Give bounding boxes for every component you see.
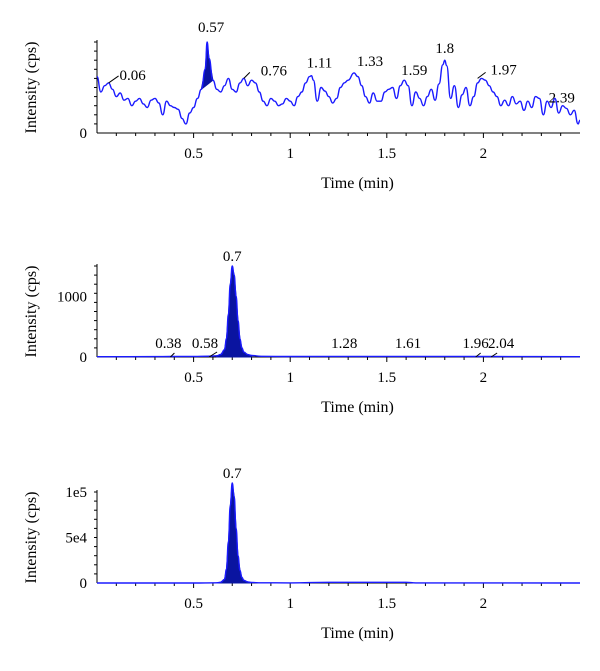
peak-label: 1.28: [331, 336, 357, 352]
x-tick-label: 1: [286, 370, 294, 386]
peak-leader-line: [170, 352, 175, 358]
chromatogram-panels: 0.5 1 1.5 2 0 Time (min) Intensity (cps) 0.06 0.…: [23, 20, 581, 642]
peak-label: 1.33: [357, 54, 383, 70]
x-tick-label: 2: [480, 596, 488, 612]
x-axis-title: Time (min): [321, 399, 394, 416]
peak-label: 2.04: [488, 336, 515, 352]
peak-label: 1.59: [401, 63, 427, 79]
x-tick-label: 1.5: [377, 596, 396, 612]
y-tick-label: 5e4: [65, 531, 87, 547]
peak-leader-line: [475, 352, 481, 358]
peak-label: 1.97: [490, 62, 517, 78]
y-axis-title: Intensity (cps): [23, 266, 40, 358]
peak-label: 0.57: [198, 20, 225, 36]
x-tick-label: 0.5: [184, 370, 203, 386]
y-tick-label: 1000: [57, 289, 87, 305]
peak-label: 1.61: [395, 336, 421, 352]
chart-panel-2: 0.5 1 1.5 2 0 1000 Time (min) Intensity (cps) 0.…: [23, 249, 581, 416]
peak-leader-line: [477, 72, 486, 79]
x-tick-label: 2: [480, 370, 488, 386]
chart-panel-1: 0.5 1 1.5 2 0 Time (min) Intensity (cps) 0.06 0.…: [23, 20, 581, 192]
y-tick-label: 1e5: [65, 485, 87, 501]
chromatogram-trace: [97, 482, 581, 584]
x-tick-label: 1: [286, 146, 294, 162]
y-tick-label: 0: [80, 126, 88, 142]
x-tick-label: 0.5: [184, 146, 203, 162]
peak-leader-line: [108, 75, 119, 84]
x-tick-label: 0.5: [184, 596, 203, 612]
x-tick-label: 1.5: [377, 146, 396, 162]
peak-leader-line: [208, 351, 218, 358]
chromatogram-trace: [96, 265, 581, 358]
x-tick-label: 1: [286, 596, 294, 612]
peak-label: 0.58: [192, 336, 218, 352]
peak-leader-line: [490, 352, 498, 358]
x-tick-label: 2: [480, 146, 488, 162]
peak-label: 1.96: [463, 336, 490, 352]
peak-leader-line: [243, 72, 251, 79]
y-axis-title: Intensity (cps): [23, 42, 40, 134]
x-axis-title: Time (min): [321, 175, 394, 192]
peak-label: 2.39: [549, 90, 575, 106]
peak-label: 1.8: [435, 41, 454, 57]
x-tick-label: 1.5: [377, 370, 396, 386]
peak-label: 1.11: [307, 56, 333, 72]
x-axis-title: Time (min): [321, 625, 394, 642]
peak-label: 0.76: [261, 63, 288, 79]
y-tick-label: 0: [80, 576, 88, 592]
peak-label: 0.7: [223, 249, 242, 265]
chart-panel-3: 0.5 1 1.5 2 0 5e4 1e5 Time (min) Intensity (cps)…: [23, 466, 581, 642]
peak-label: 0.7: [223, 466, 242, 482]
chromatogram-trace: [96, 41, 581, 125]
y-axis-title: Intensity (cps): [23, 492, 40, 584]
peak-label: 0.06: [119, 68, 146, 84]
y-tick-label: 0: [80, 350, 88, 366]
peak-label: 0.38: [155, 336, 181, 352]
